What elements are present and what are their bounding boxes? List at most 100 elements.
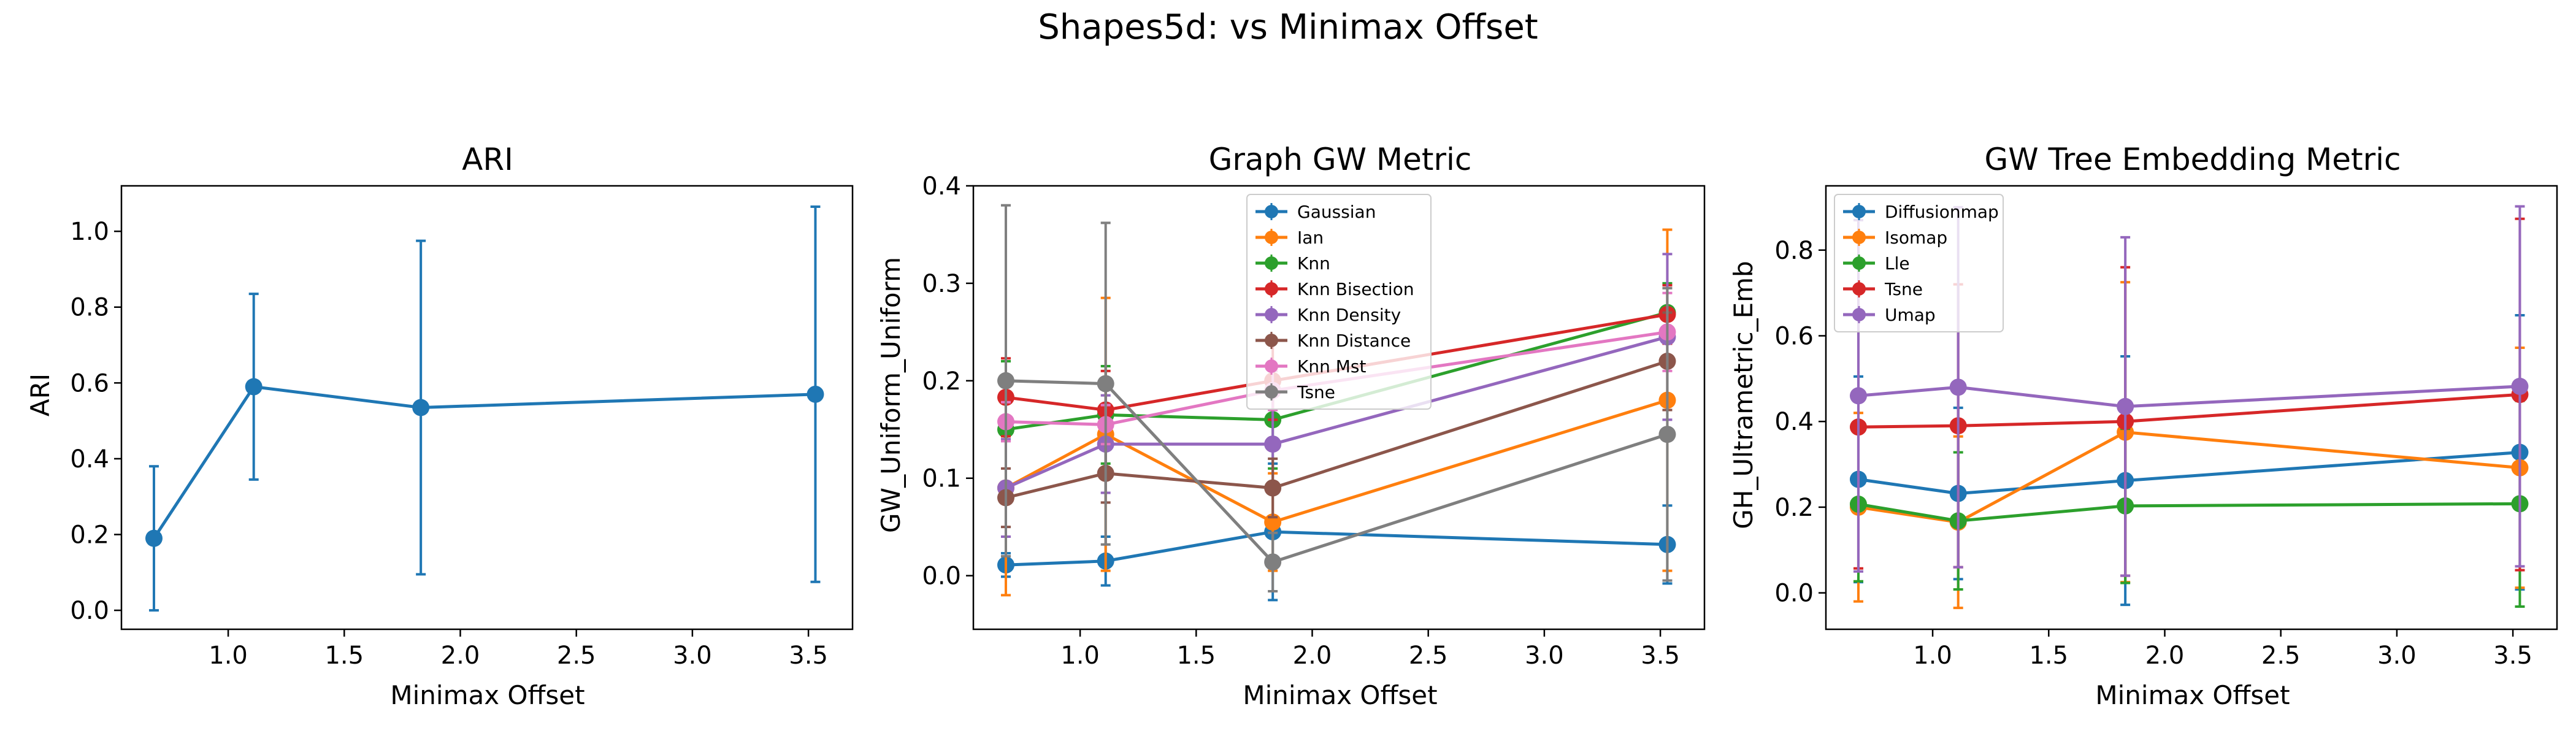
- data-point: [807, 385, 824, 403]
- data-point: [1849, 387, 1867, 405]
- x-tick-label: 2.0: [1293, 642, 1332, 670]
- series-line: [1858, 502, 2520, 523]
- legend-swatch-marker: [1265, 359, 1278, 373]
- legend-label: Tsne: [1884, 279, 1923, 299]
- series-line: [152, 385, 816, 540]
- x-tick-label: 3.5: [1641, 642, 1680, 670]
- legend: Diffusionmap Isomap Lle Tsne Umap: [1834, 194, 2004, 332]
- y-tick-label: 1.0: [70, 218, 109, 246]
- legend-label: Knn Density: [1297, 305, 1401, 325]
- series-0: [145, 205, 824, 612]
- chart-title: Graph GW Metric: [1209, 142, 1472, 177]
- series-line: [1005, 530, 1668, 567]
- series-line: [1005, 379, 1668, 564]
- y-tick-label: 0.3: [922, 270, 961, 298]
- series-line: [1005, 359, 1668, 499]
- x-tick-label: 2.0: [441, 642, 480, 670]
- chart-title: ARI: [462, 142, 513, 177]
- x-axis-label: Minimax Offset: [1243, 680, 1437, 710]
- legend-label: Tsne: [1297, 382, 1335, 402]
- y-axis-label: GH_Ultrametric_Emb: [1728, 261, 1758, 529]
- x-tick-label: 3.0: [1525, 642, 1564, 670]
- y-tick-label: 0.6: [1774, 322, 1814, 350]
- legend-label: Knn: [1297, 253, 1330, 274]
- legend-label: Diffusionmap: [1885, 202, 1999, 222]
- legend-swatch-marker: [1265, 334, 1278, 347]
- x-tick-label: 1.0: [1913, 642, 1952, 670]
- axes-frame: [120, 185, 854, 631]
- x-tick-label: 3.0: [673, 642, 712, 670]
- x-tick-label: 2.5: [1409, 642, 1448, 670]
- x-axis-label: Minimax Offset: [2095, 680, 2290, 710]
- legend-label: Lle: [1885, 253, 1910, 274]
- y-tick-label: 0.0: [922, 562, 961, 591]
- y-axis-label: GW_Uniform_Uniform: [876, 257, 906, 533]
- data-point: [2117, 397, 2134, 415]
- legend-swatch-marker: [1265, 282, 1278, 296]
- y-tick-label: 0.0: [1774, 580, 1814, 608]
- legend-swatch-marker: [1852, 205, 1866, 218]
- x-tick-label: 1.0: [209, 642, 248, 670]
- figure-title: Shapes5d: vs Minimax Offset: [1038, 7, 1538, 47]
- legend-swatch-marker: [1852, 231, 1866, 244]
- legend-swatch-marker: [1265, 308, 1278, 321]
- y-tick-label: 0.0: [70, 597, 109, 625]
- y-tick-label: 0.4: [1774, 408, 1814, 436]
- legend-label: Knn Mst: [1297, 356, 1367, 377]
- y-tick-label: 0.2: [922, 367, 961, 396]
- x-tick-label: 2.5: [2261, 642, 2301, 670]
- series-line: [1005, 335, 1668, 489]
- data-point: [1949, 378, 1967, 396]
- x-tick-label: 3.0: [2377, 642, 2417, 670]
- legend-swatch-marker: [1265, 385, 1278, 399]
- legend-swatch-marker: [1265, 256, 1278, 270]
- y-tick-label: 0.2: [1774, 494, 1814, 522]
- legend-swatch-marker: [1852, 308, 1866, 321]
- chart-title: GW Tree Embedding Metric: [1984, 142, 2401, 177]
- series-lle: [1849, 399, 2529, 608]
- chart-graph-gw-metric: Graph GW Metric Minimax Offset GW_Unifor…: [876, 142, 1706, 710]
- data-point: [245, 378, 263, 396]
- data-point: [2511, 377, 2529, 395]
- legend-label: Gaussian: [1297, 202, 1376, 222]
- y-tick-label: 0.1: [922, 465, 961, 493]
- legend-frame: [1246, 194, 1432, 410]
- legend-swatch-marker: [1852, 282, 1866, 296]
- data-point: [1658, 426, 1676, 443]
- x-tick-label: 3.5: [2493, 642, 2532, 670]
- chart-gw-tree-embedding-metric: GW Tree Embedding Metric Minimax Offset …: [1728, 142, 2558, 710]
- data-point: [1264, 435, 1282, 453]
- legend-swatch-marker: [1265, 231, 1278, 244]
- legend: Gaussian Ian Knn Knn Bisection Knn Density Kn…: [1246, 194, 1432, 410]
- axes-frame: [1825, 185, 2558, 631]
- x-tick-label: 1.5: [1176, 642, 1216, 670]
- y-axis-label: ARI: [25, 374, 55, 416]
- series-line: [1005, 399, 1668, 524]
- legend-label: Ian: [1297, 228, 1324, 248]
- y-tick-label: 0.2: [70, 521, 109, 550]
- legend-swatch-marker: [1265, 205, 1278, 218]
- y-tick-label: 0.6: [70, 369, 109, 397]
- x-tick-label: 1.5: [324, 642, 364, 670]
- data-point: [1264, 479, 1282, 497]
- legend-label: Umap: [1885, 305, 1936, 325]
- legend-label: Isomap: [1885, 228, 1947, 248]
- legend-frame: [1834, 194, 2004, 332]
- series-line: [1858, 431, 2520, 524]
- x-tick-label: 2.5: [557, 642, 596, 670]
- data-point: [1264, 553, 1282, 571]
- series-line: [1005, 313, 1668, 412]
- y-tick-label: 0.8: [70, 294, 109, 322]
- x-axis-label: Minimax Offset: [390, 680, 585, 710]
- series-line: [1005, 330, 1668, 426]
- series-line: [1858, 451, 2520, 496]
- legend-label: Knn Bisection: [1297, 279, 1414, 299]
- series-tsne: [997, 204, 1676, 593]
- y-tick-label: 0.4: [70, 445, 109, 473]
- series-line: [1858, 385, 2520, 408]
- series-gaussian: [997, 462, 1676, 602]
- data-point: [145, 529, 163, 547]
- data-point: [412, 399, 430, 416]
- y-tick-label: 0.4: [922, 172, 961, 201]
